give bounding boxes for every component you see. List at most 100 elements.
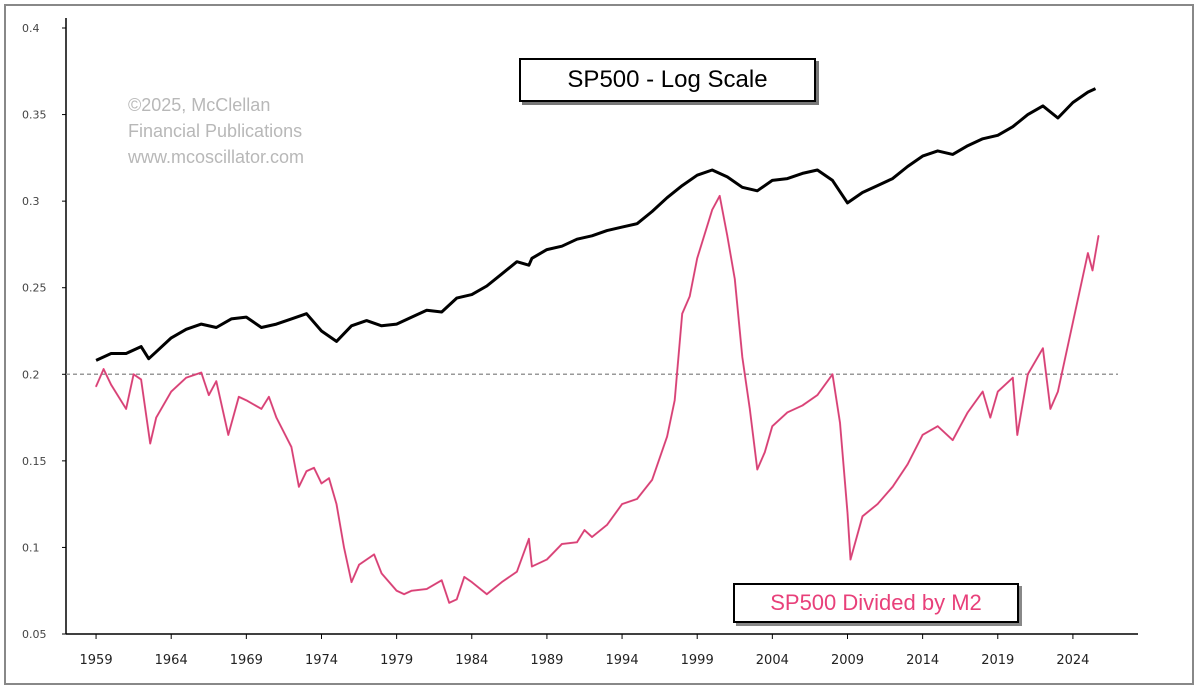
ratio-point [425,588,428,590]
ratio-point [403,593,405,595]
ratio-point [170,390,172,393]
ratio-point [1087,252,1089,254]
ratio-point [155,416,157,419]
ratio-point [591,536,593,538]
ratio-point [102,368,105,370]
x-tick-label: 1964 [155,653,188,668]
ratio-point [756,468,759,471]
ratio-point [861,515,864,518]
ratio-point [749,408,751,410]
x-tick-label: 1959 [80,653,113,668]
ratio-point [463,576,466,578]
ratio-point [238,396,240,398]
ratio-point [936,425,939,428]
ratio-point [380,572,383,575]
ratio-point [906,463,909,466]
ratio-point [546,558,548,561]
ratio-point [528,538,530,540]
ratio-line [95,194,1100,604]
ratio-point [764,451,766,454]
ratio-point [688,295,691,298]
ratio-point [891,486,894,488]
x-tick-label: 1989 [530,653,563,668]
ratio-point [1097,235,1100,237]
ratio-point [636,498,638,500]
ratio-point [208,394,210,396]
ratio-point [313,467,315,469]
ratio-point [132,373,135,376]
y-tick-label: 0.05 [22,628,47,641]
ratio-point [1042,347,1044,350]
ratio-point [771,425,774,428]
y-tick-label: 0.35 [22,109,47,122]
ratio-point [440,579,443,582]
ratio-point [335,503,338,505]
ratio-point [373,553,375,556]
ratio-point [681,312,683,315]
ratio-point [561,543,563,545]
ratio-point [275,416,278,419]
ratio-point [328,477,330,480]
ratio-point [471,581,473,583]
ratio-point [343,546,345,549]
ratio-point [839,422,841,424]
ratio-point [801,404,804,407]
ratio-point [486,593,488,595]
ratio-point [576,541,578,543]
x-tick-label: 2024 [1056,653,1089,668]
ratio-point [951,439,954,441]
ratio-point [110,383,112,386]
ratio-point [149,442,151,445]
ratio-point [1057,390,1059,393]
ratio-point [290,446,293,448]
copyright-note: ©2025, McClellan Financial Publications … [128,92,304,170]
ratio-point [1027,373,1029,376]
ratio-point [606,524,608,526]
ratio-point [185,376,187,379]
ratio-point [651,479,653,481]
x-tick-label: 2004 [756,653,789,668]
x-tick-label: 1994 [606,653,639,668]
ratio-point [1049,408,1052,410]
x-tick-label: 2019 [981,653,1014,668]
ratio-point [501,581,503,583]
ratio-point [1091,269,1094,272]
ratio-point [849,558,852,561]
ratio-point [298,486,300,488]
ratio-point [358,563,360,566]
ratio-point [989,416,992,419]
y-tick-label: 0.4 [22,22,40,35]
x-tick-label: 1979 [380,653,413,668]
ratio-point [305,470,308,473]
x-tick-label: 2014 [906,653,939,668]
ratio-point [666,435,668,438]
x-tick-label: 2009 [831,653,864,668]
ratio-point [876,503,879,505]
ratio-point [140,378,142,381]
sp500-line [95,87,1097,362]
ratio-point [966,411,969,414]
ratio-point [455,598,458,601]
ratio-point [200,371,203,374]
ratio-point [448,602,451,604]
ratio-point [711,209,713,211]
ratio-point [350,581,353,583]
y-tick-label: 0.1 [22,541,40,554]
ratio-point [260,408,263,410]
ratio-point [846,512,849,514]
y-tick-label: 0.15 [22,455,47,468]
ratio-point [320,482,323,485]
ratio-point [741,356,744,358]
ratio-point [696,257,698,260]
ratio-point [1012,376,1014,379]
copyright-line: ©2025, McClellan [128,95,271,115]
ratio-point [1016,434,1019,436]
ratio-point [531,565,533,568]
ratio-point [831,373,834,376]
ratio-point [245,399,248,402]
ratio-point [786,411,789,414]
ratio-point [125,408,127,410]
x-tick-label: 1974 [305,653,338,668]
